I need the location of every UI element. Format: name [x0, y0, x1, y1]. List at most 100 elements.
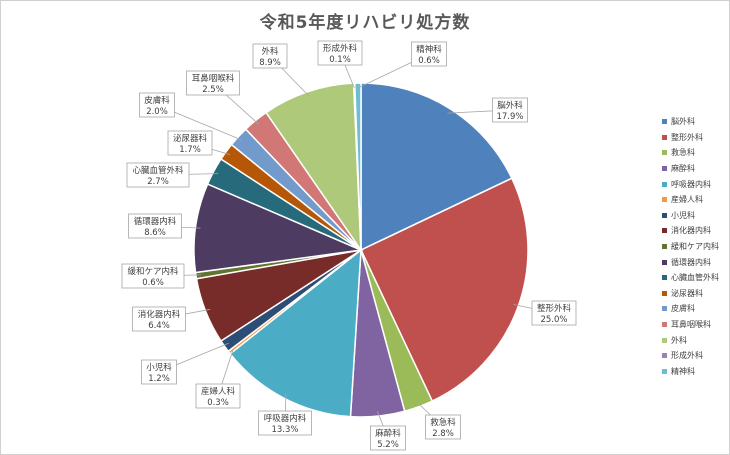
legend-label: 整形外科 — [671, 132, 703, 142]
data-label-percent: 5.2% — [377, 440, 399, 450]
pie-slice-2 — [360, 177, 529, 403]
legend-label: 救急科 — [671, 148, 695, 158]
data-label-name: 緩和ケア内科 — [127, 266, 179, 277]
data-label-percent: 0.6% — [418, 56, 440, 66]
pie-slice-17 — [353, 82, 362, 251]
legend-swatch — [662, 337, 667, 343]
legend-label: 呼吸器内科 — [671, 179, 711, 189]
legend-label: 消化器内科 — [671, 226, 711, 236]
legend-label: 泌尿器科 — [671, 288, 703, 298]
data-label-percent: 25.0% — [540, 315, 567, 325]
legend-label: 外科 — [671, 335, 687, 345]
legend-label: 耳鼻咽喉科 — [671, 320, 711, 330]
data-label-percent: 13.3% — [271, 425, 298, 435]
legend-swatch — [662, 244, 667, 250]
data-label-percent: 17.9% — [496, 112, 523, 122]
legend-label: 形成外科 — [671, 351, 703, 361]
data-label-box — [132, 306, 186, 332]
data-label-name: 耳鼻咽喉科 — [192, 73, 235, 84]
legend-label: 麻酔科 — [671, 164, 695, 174]
data-label-box — [167, 130, 213, 156]
data-label-percent: 1.7% — [179, 145, 201, 155]
legend-item: 救急科 — [662, 145, 728, 161]
legend-item: 脳外科 — [662, 114, 728, 130]
data-label-box — [252, 43, 288, 69]
legend: 脳外科整形外科救急科麻酔科呼吸器内科産婦人科小児科消化器内科緩和ケア内科 循環器内… — [662, 114, 728, 379]
legend-swatch — [662, 306, 667, 312]
legend-label: 緩和ケア内科 — [671, 242, 719, 252]
data-label-box — [531, 300, 577, 326]
data-label-percent: 2.7% — [147, 177, 169, 187]
data-label-box — [370, 425, 406, 451]
legend-item: 泌尿器科 — [662, 286, 728, 302]
data-label-box — [411, 41, 447, 67]
legend-item: 呼吸器内科 — [662, 176, 728, 192]
legend-swatch — [662, 322, 667, 328]
data-label-percent: 2.5% — [202, 85, 224, 95]
data-label-percent: 0.3% — [207, 398, 229, 408]
legend-swatch — [662, 259, 667, 265]
legend-item: 消化器内科 — [662, 223, 728, 239]
data-label-box — [258, 410, 312, 436]
data-label-name: 小児科 — [146, 362, 172, 373]
legend-swatch — [662, 290, 667, 296]
data-label-name: 心臓血管外科 — [132, 165, 184, 176]
data-label-box — [492, 97, 528, 123]
legend-label: 精神科 — [671, 366, 695, 376]
legend-item: 循環器内科 — [662, 254, 728, 270]
legend-label: 循環器内科 — [671, 257, 711, 267]
data-label-name: 産婦人科 — [201, 386, 236, 397]
data-label-box — [195, 383, 241, 409]
data-label-box — [121, 263, 185, 289]
data-label-name: 循環器内科 — [134, 216, 177, 227]
data-label-name: 呼吸器内科 — [264, 413, 307, 424]
data-label-slice-15: 外科8.9% — [252, 43, 288, 69]
legend-item: 整形外科 — [662, 130, 728, 146]
legend-item: 心臓血管外科 — [662, 270, 728, 286]
pie-slice-15 — [265, 82, 362, 253]
data-label-name: 外科 — [261, 46, 279, 57]
data-label-box — [128, 213, 182, 239]
legend-swatch — [662, 150, 667, 156]
legend-label: 心臓血管外科 — [671, 273, 719, 283]
legend-swatch — [662, 181, 667, 187]
legend-item: 皮膚科 — [662, 301, 728, 317]
legend-item: 小児科 — [662, 208, 728, 224]
data-label-name: 泌尿器科 — [173, 133, 208, 144]
legend-label: 皮膚科 — [671, 304, 695, 314]
legend-swatch — [662, 166, 667, 172]
data-label-percent: 0.1% — [329, 55, 351, 65]
data-label-box — [186, 70, 240, 96]
legend-item: 麻酔科 — [662, 161, 728, 177]
data-label-box — [317, 40, 363, 66]
pie-slice-1 — [360, 82, 513, 252]
data-label-name: 麻酔科 — [375, 428, 401, 439]
data-label-name: 形成外科 — [323, 43, 358, 54]
legend-label: 小児科 — [671, 210, 695, 220]
legend-item: 産婦人科 — [662, 192, 728, 208]
legend-label: 脳外科 — [671, 117, 695, 127]
legend-item: 形成外科 — [662, 348, 728, 364]
legend-swatch — [662, 353, 667, 359]
data-label-percent: 2.0% — [146, 107, 168, 117]
legend-item: 精神科 — [662, 364, 728, 380]
legend-swatch — [662, 134, 667, 140]
data-label-box — [141, 359, 177, 385]
data-label-name: 消化器内科 — [138, 309, 181, 320]
legend-label: 産婦人科 — [671, 195, 703, 205]
data-label-percent: 8.6% — [144, 228, 166, 238]
data-label-name: 精神科 — [416, 44, 442, 55]
legend-item: 耳鼻咽喉科 — [662, 317, 728, 333]
legend-swatch — [662, 275, 667, 281]
